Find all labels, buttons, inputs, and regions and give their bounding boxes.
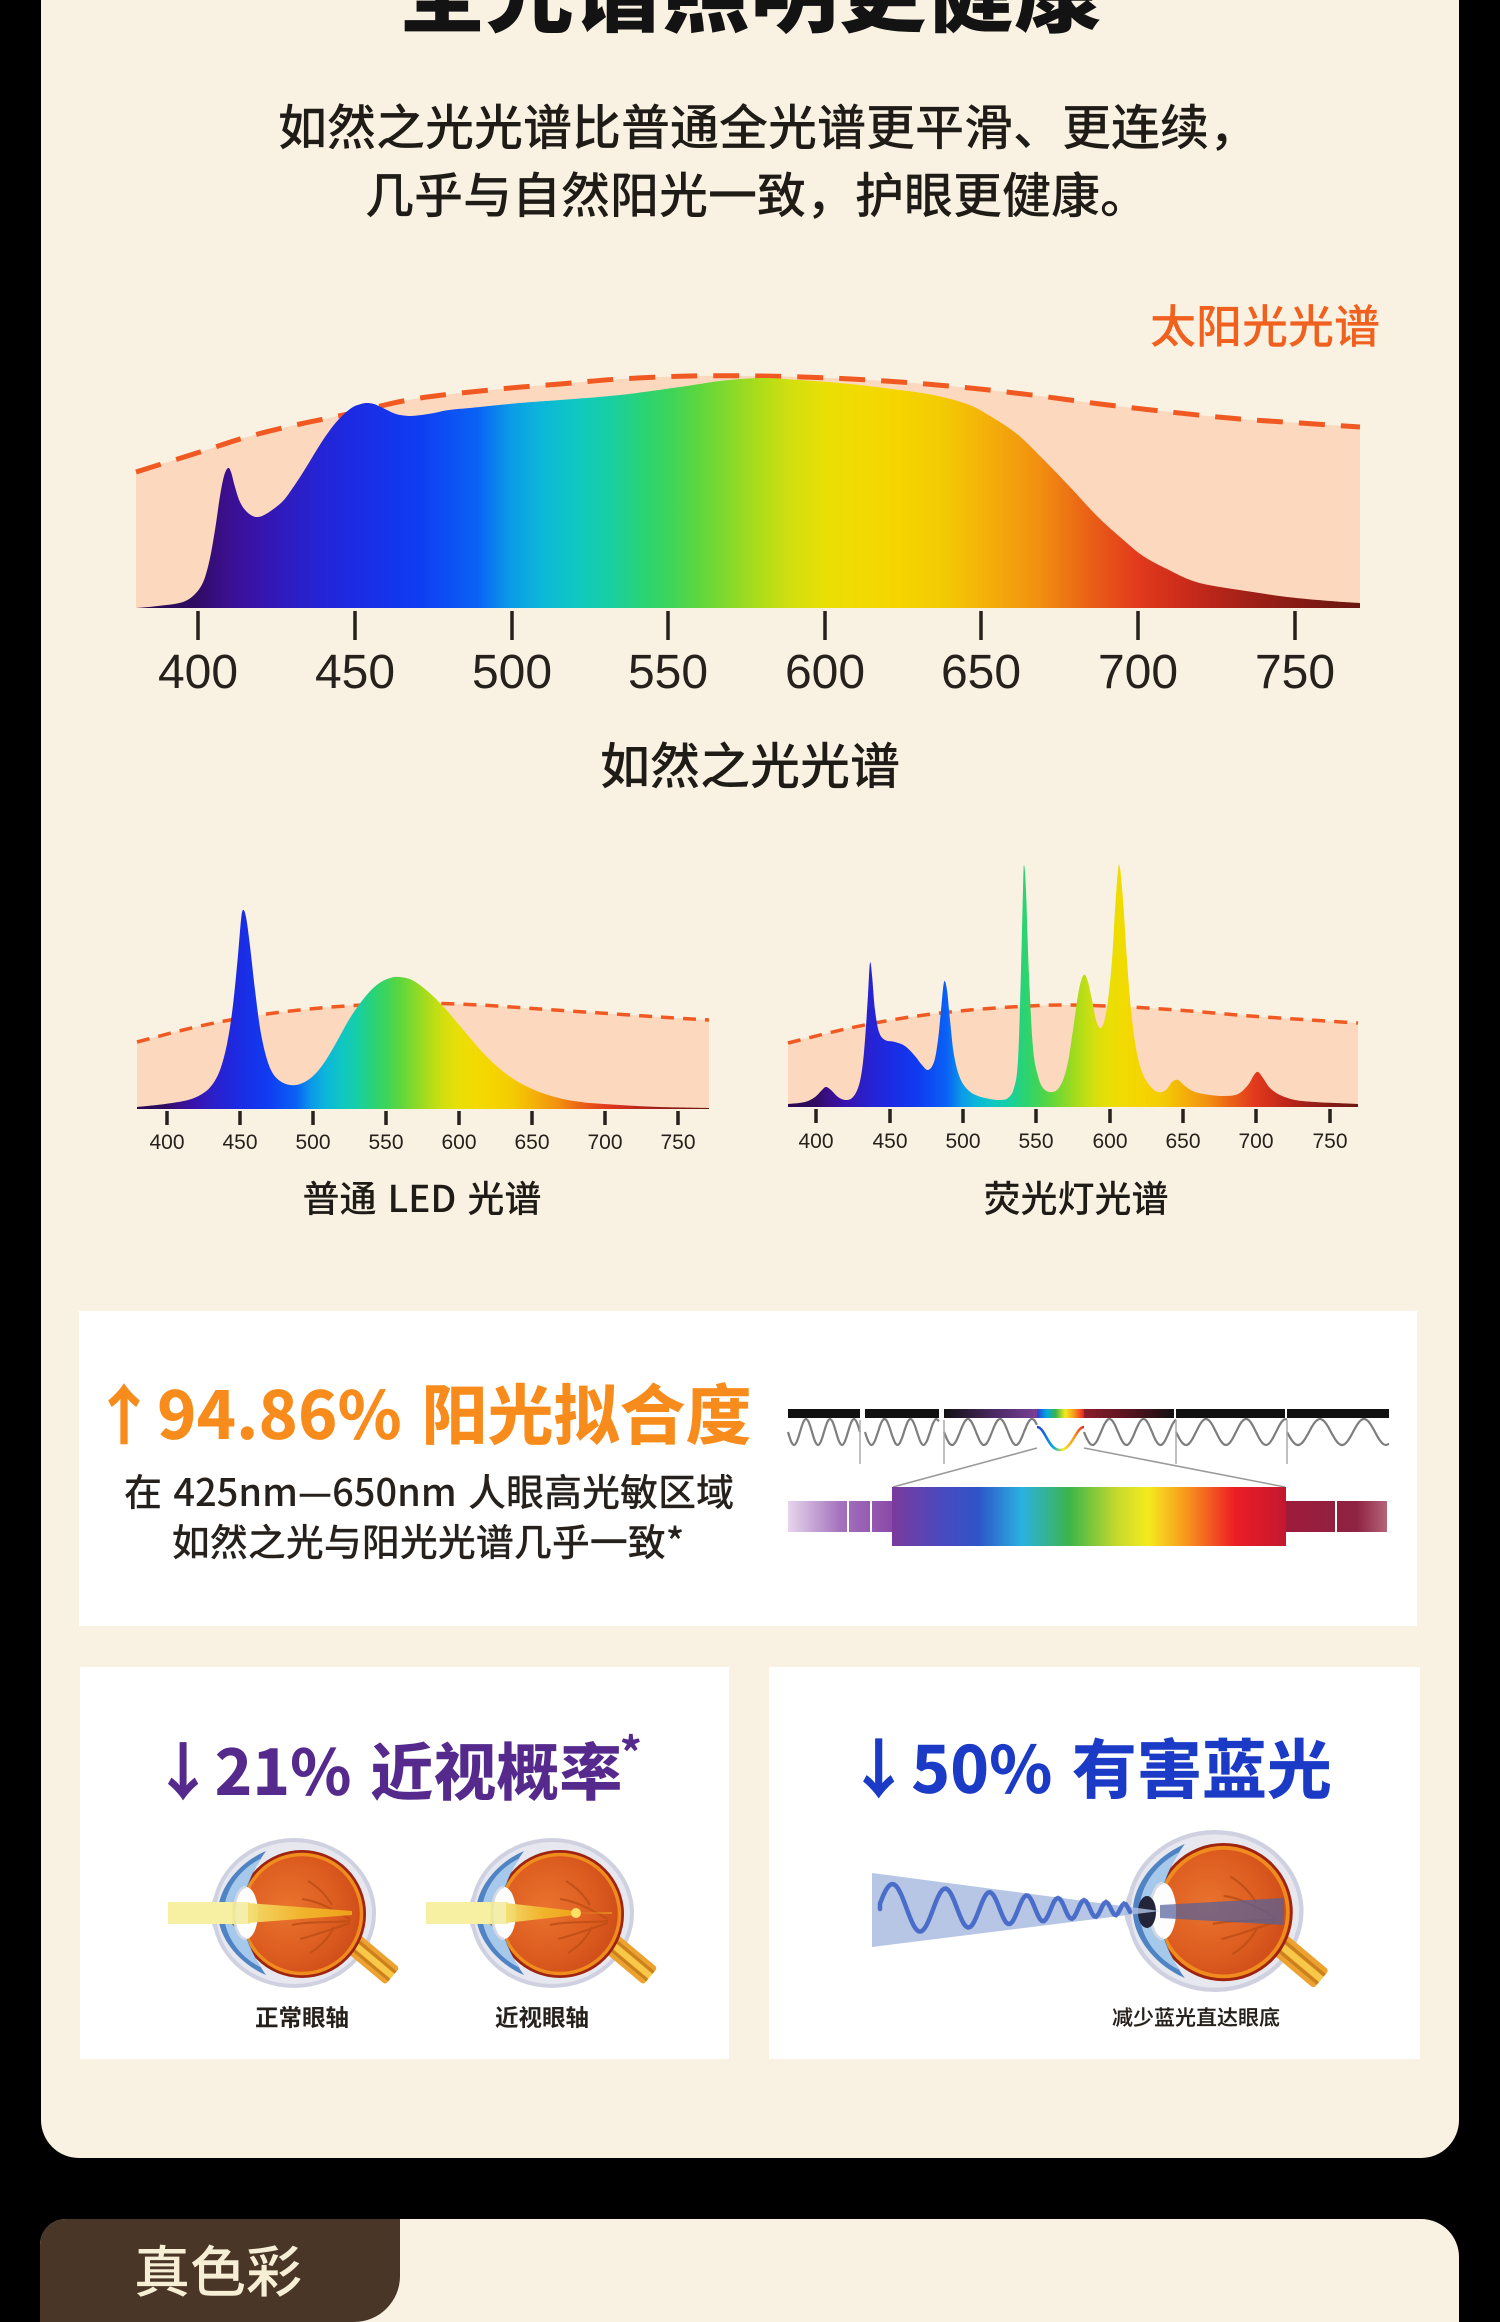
svg-text:650: 650 xyxy=(941,646,1021,699)
svg-text:700: 700 xyxy=(587,1131,622,1154)
svg-text:700: 700 xyxy=(1098,646,1178,699)
svg-text:450: 450 xyxy=(872,1130,907,1153)
svg-text:550: 550 xyxy=(628,646,708,699)
svg-text:550: 550 xyxy=(368,1131,403,1154)
svg-text:750: 750 xyxy=(1312,1130,1347,1153)
svg-text:600: 600 xyxy=(1092,1130,1127,1153)
svg-text:500: 500 xyxy=(945,1130,980,1153)
svg-text:650: 650 xyxy=(514,1131,549,1154)
svg-text:600: 600 xyxy=(441,1131,476,1154)
svg-text:400: 400 xyxy=(798,1130,833,1153)
svg-text:750: 750 xyxy=(1255,646,1335,699)
svg-text:450: 450 xyxy=(222,1131,257,1154)
svg-text:650: 650 xyxy=(1165,1130,1200,1153)
svg-text:700: 700 xyxy=(1238,1130,1273,1153)
svg-text:750: 750 xyxy=(660,1131,695,1154)
svg-text:400: 400 xyxy=(149,1131,184,1154)
svg-text:600: 600 xyxy=(785,646,865,699)
svg-text:500: 500 xyxy=(472,646,552,699)
svg-text:550: 550 xyxy=(1018,1130,1053,1153)
svg-text:450: 450 xyxy=(315,646,395,699)
svg-text:500: 500 xyxy=(295,1131,330,1154)
svg-text:400: 400 xyxy=(158,646,238,699)
